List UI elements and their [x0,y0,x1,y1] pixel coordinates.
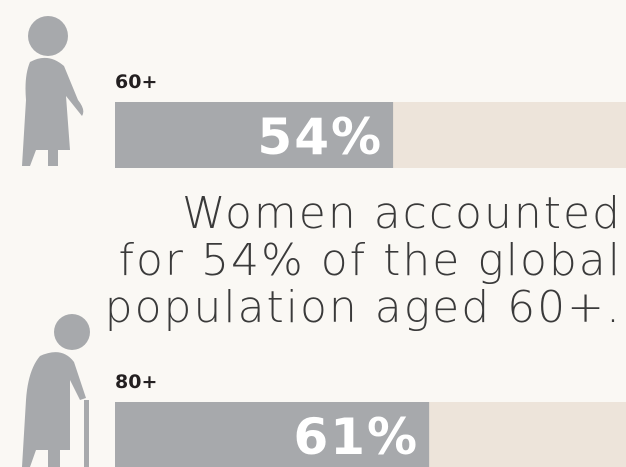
bar [115,102,394,168]
category-label: 60+ [115,71,157,93]
value-label: 54% [257,108,383,166]
annotation: population aged 60+. [105,282,622,333]
value-label: 61% [293,408,419,466]
old-woman-icon [22,314,90,467]
category-label: 80+ [115,371,157,393]
bar [115,402,430,467]
annotation: for 54% of the global [118,235,622,286]
woman-icon [22,16,84,167]
annotation: Women accounted [182,188,622,239]
